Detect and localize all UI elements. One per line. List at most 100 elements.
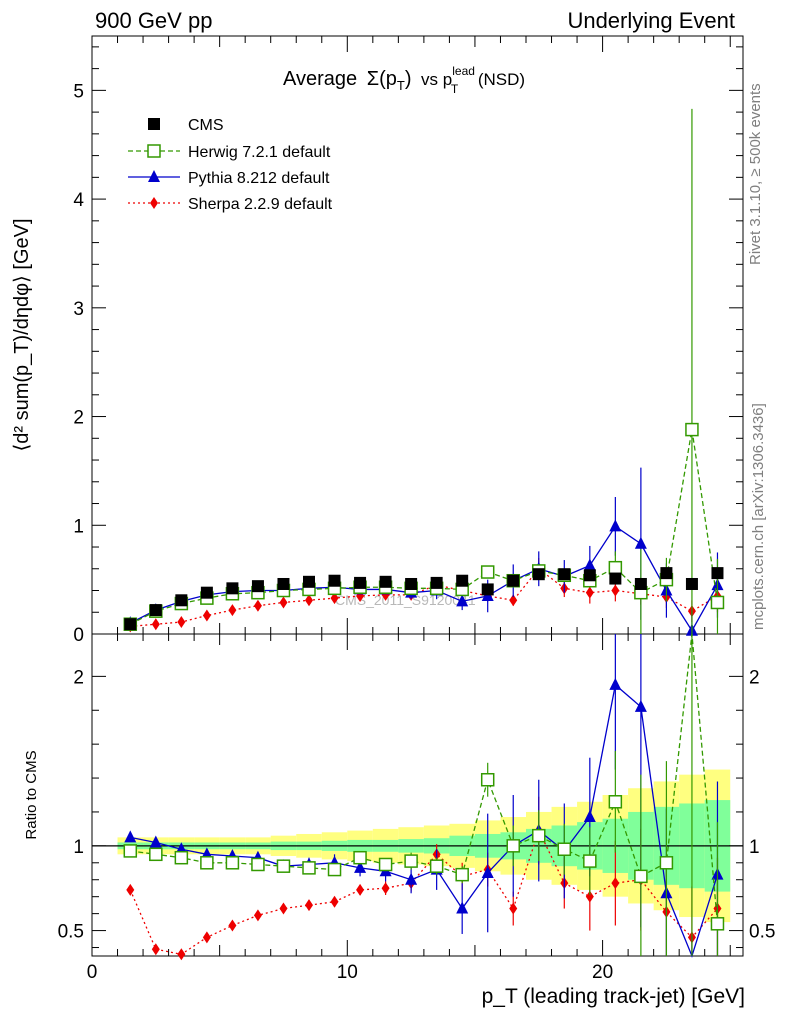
main-series-1 bbox=[123, 108, 725, 634]
main-data-point bbox=[200, 586, 213, 599]
main-data-point bbox=[609, 519, 622, 532]
ratio-data-point bbox=[608, 795, 623, 809]
main-data-point bbox=[585, 586, 594, 599]
ratio-y-tick-label-right: 0.5 bbox=[749, 922, 775, 943]
main-y-tick-label: 2 bbox=[73, 408, 84, 429]
ratio-data-point bbox=[327, 862, 342, 877]
main-data-point bbox=[685, 422, 699, 437]
plot-title-sub-t: T bbox=[397, 78, 405, 93]
main-data-point bbox=[202, 609, 211, 622]
analysis-watermark: CMS_2011_S9120041 bbox=[335, 592, 476, 608]
process-label: Underlying Event bbox=[567, 8, 735, 33]
main-data-point bbox=[685, 577, 698, 590]
main-data-point bbox=[456, 594, 469, 607]
main-data-point bbox=[532, 568, 545, 581]
ratio-data-point bbox=[200, 856, 214, 870]
main-data-point bbox=[583, 569, 596, 582]
ratio-y-tick-label: 0.5 bbox=[58, 922, 84, 943]
main-data-point bbox=[124, 618, 137, 631]
main-data-point bbox=[328, 574, 341, 587]
ratio-data-point bbox=[456, 901, 469, 914]
main-data-point bbox=[330, 592, 339, 605]
ratio-data-point bbox=[583, 854, 597, 868]
main-data-point bbox=[611, 584, 620, 597]
main-series-0 bbox=[124, 567, 724, 631]
ratio-data-point bbox=[378, 857, 393, 872]
main-data-point bbox=[253, 599, 262, 612]
main-y-tick-label: 4 bbox=[73, 190, 84, 211]
main-y-tick-label: 3 bbox=[73, 299, 84, 320]
main-data-point bbox=[507, 574, 520, 587]
ratio-data-point bbox=[126, 883, 135, 896]
main-data-point bbox=[558, 568, 571, 581]
legend-marker bbox=[148, 170, 160, 182]
mcplots-label: mcplots.cern.ch [arXiv:1306.3436] bbox=[750, 403, 767, 630]
ratio-data-point bbox=[149, 847, 163, 862]
ratio-data-point bbox=[251, 857, 265, 872]
ratio-data-point bbox=[253, 909, 262, 922]
ratio-data-point bbox=[279, 902, 288, 915]
ratio-data-point bbox=[634, 869, 648, 884]
main-series-2 bbox=[124, 467, 724, 636]
main-data-point bbox=[279, 596, 288, 609]
ratio-data-point bbox=[353, 850, 367, 865]
ratio-data-point bbox=[429, 859, 444, 873]
main-data-point bbox=[481, 583, 494, 596]
ratio-data-point bbox=[151, 943, 160, 956]
ratio-data-point bbox=[557, 842, 572, 856]
main-data-point bbox=[305, 594, 313, 607]
main-data-point bbox=[509, 594, 518, 607]
main-y-tick-label: 0 bbox=[73, 625, 84, 646]
main-data-point bbox=[456, 574, 469, 587]
legend-label: Sherpa 2.2.9 default bbox=[188, 196, 333, 213]
legend-marker bbox=[148, 118, 160, 130]
main-data-point bbox=[277, 577, 290, 590]
legend-label: Pythia 8.212 default bbox=[188, 170, 330, 187]
main-data-point bbox=[379, 575, 392, 588]
ratio-data-point bbox=[710, 917, 725, 931]
main-data-point bbox=[608, 560, 623, 575]
main-data-point bbox=[354, 576, 367, 589]
ratio-data-point bbox=[225, 856, 240, 870]
plot-title-tail: (NSD) bbox=[478, 70, 525, 89]
ratio-data-point bbox=[354, 860, 367, 873]
plot-title-sub2: T bbox=[451, 82, 459, 96]
main-y-tick-label: 1 bbox=[73, 516, 84, 537]
main-data-point bbox=[303, 575, 315, 588]
ratio-y-tick-label-right: 2 bbox=[749, 667, 760, 688]
main-data-point bbox=[149, 604, 162, 617]
ratio-data-point bbox=[228, 919, 237, 932]
main-data-point bbox=[226, 582, 239, 595]
ratio-data-point bbox=[634, 699, 647, 712]
plot-title-sigma: Σ(p bbox=[367, 68, 397, 90]
ratio-plot-frame bbox=[91, 633, 744, 957]
main-data-point bbox=[634, 536, 647, 549]
main-series-line bbox=[129, 525, 719, 633]
ratio-y-axis-label: Ratio to CMS bbox=[23, 750, 40, 839]
legend-marker bbox=[150, 197, 158, 209]
ratio-data-point bbox=[509, 902, 518, 915]
ratio-data-point bbox=[276, 859, 291, 873]
main-data-point bbox=[710, 595, 725, 610]
x-tick-label: 20 bbox=[592, 962, 613, 983]
plot-title-close: ) bbox=[405, 68, 412, 90]
x-tick-label: 10 bbox=[337, 962, 358, 983]
main-data-point bbox=[228, 604, 237, 617]
main-data-point bbox=[609, 572, 622, 585]
ratio-data-point bbox=[506, 839, 520, 853]
legend-label: CMS bbox=[188, 117, 224, 134]
ratio-data-point bbox=[583, 810, 596, 823]
ratio-data-point bbox=[455, 867, 469, 882]
main-data-point bbox=[177, 616, 186, 629]
ratio-y-tick-label: 2 bbox=[73, 667, 84, 688]
main-y-axis-label: ⟨d² sum(p_T)/dηdφ⟩ [GeV] bbox=[11, 218, 33, 451]
ratio-data-point bbox=[381, 882, 390, 895]
rivet-version-label: Rivet 3.1.10, ≥ 500k events bbox=[747, 83, 764, 265]
ratio-data-point bbox=[356, 883, 365, 896]
ratio-data-point bbox=[174, 850, 189, 865]
ratio-data-point bbox=[611, 877, 620, 890]
main-data-point bbox=[251, 580, 264, 593]
ratio-data-point bbox=[330, 895, 339, 908]
ratio-data-point bbox=[123, 844, 138, 858]
ratio-data-point bbox=[405, 872, 418, 885]
